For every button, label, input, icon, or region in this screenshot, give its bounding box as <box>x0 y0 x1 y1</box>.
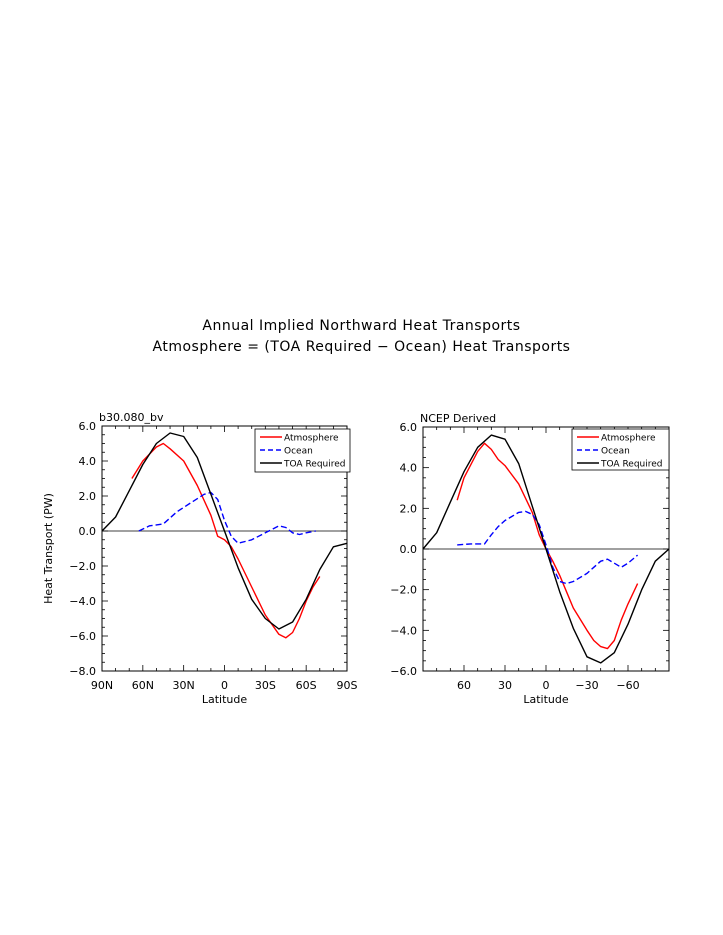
y-tick-label: 6.0 <box>400 421 418 434</box>
right-panel: 6.0 4.0 2.0 0.0 −2.0 −4.0 −6.0 60 30 0 −30 −60 Latit… <box>390 412 670 706</box>
legend-label: Ocean <box>601 447 630 457</box>
legend-label: Ocean <box>284 447 313 457</box>
y-axis-label: Heat Transport (PW) <box>42 493 55 604</box>
y-tick-label: 6.0 <box>79 420 97 433</box>
figure-title-line-1: Annual Implied Northward Heat Transports <box>202 318 521 334</box>
x-tick-label: 60S <box>296 679 317 692</box>
x-tick-label: 90S <box>337 679 358 692</box>
figure-title-line-2: Atmosphere = (TOA Required − Ocean) Heat… <box>152 339 571 355</box>
series-line-toa-required <box>422 434 670 664</box>
series-line-atmosphere <box>131 442 321 639</box>
legend-label: Atmosphere <box>601 434 656 444</box>
x-tick-label: 30N <box>173 679 195 692</box>
y-tick-label: −4.0 <box>390 624 417 637</box>
x-tick-label: 30S <box>255 679 276 692</box>
y-tick-label: 0.0 <box>400 543 418 556</box>
series-line-ocean <box>138 491 316 544</box>
x-tick-label: 0 <box>543 679 550 692</box>
y-tick-label: 4.0 <box>79 455 97 468</box>
legend-label: Atmosphere <box>284 434 339 444</box>
series-line-atmosphere <box>456 442 639 650</box>
y-tick-label: 2.0 <box>79 490 97 503</box>
y-tick-label: −4.0 <box>69 595 96 608</box>
x-tick-label: 60 <box>457 679 471 692</box>
x-tick-label: 60N <box>132 679 154 692</box>
series-line-toa-required <box>101 432 348 630</box>
y-tick-label: −6.0 <box>69 630 96 643</box>
panel-title: b30.080_bv <box>99 411 164 424</box>
legend-label: TOA Required <box>600 460 663 470</box>
y-tick-label: −2.0 <box>69 560 96 573</box>
x-tick-label: 90N <box>91 679 113 692</box>
y-tick-label: 4.0 <box>400 462 418 475</box>
x-axis-label: Latitude <box>523 693 569 706</box>
x-tick-label: −60 <box>616 679 639 692</box>
x-tick-label: 30 <box>498 679 512 692</box>
y-tick-label: 2.0 <box>400 502 418 515</box>
x-axis-label: Latitude <box>202 693 248 706</box>
y-tick-label: −2.0 <box>390 584 417 597</box>
panel-title: NCEP Derived <box>420 412 496 425</box>
y-tick-label: −6.0 <box>390 665 417 678</box>
legend-label: TOA Required <box>283 460 346 470</box>
series-line-ocean <box>457 510 639 585</box>
x-tick-label: −30 <box>575 679 598 692</box>
x-tick-label: 0 <box>221 679 228 692</box>
y-tick-label: −8.0 <box>69 665 96 678</box>
y-tick-label: 0.0 <box>79 525 97 538</box>
